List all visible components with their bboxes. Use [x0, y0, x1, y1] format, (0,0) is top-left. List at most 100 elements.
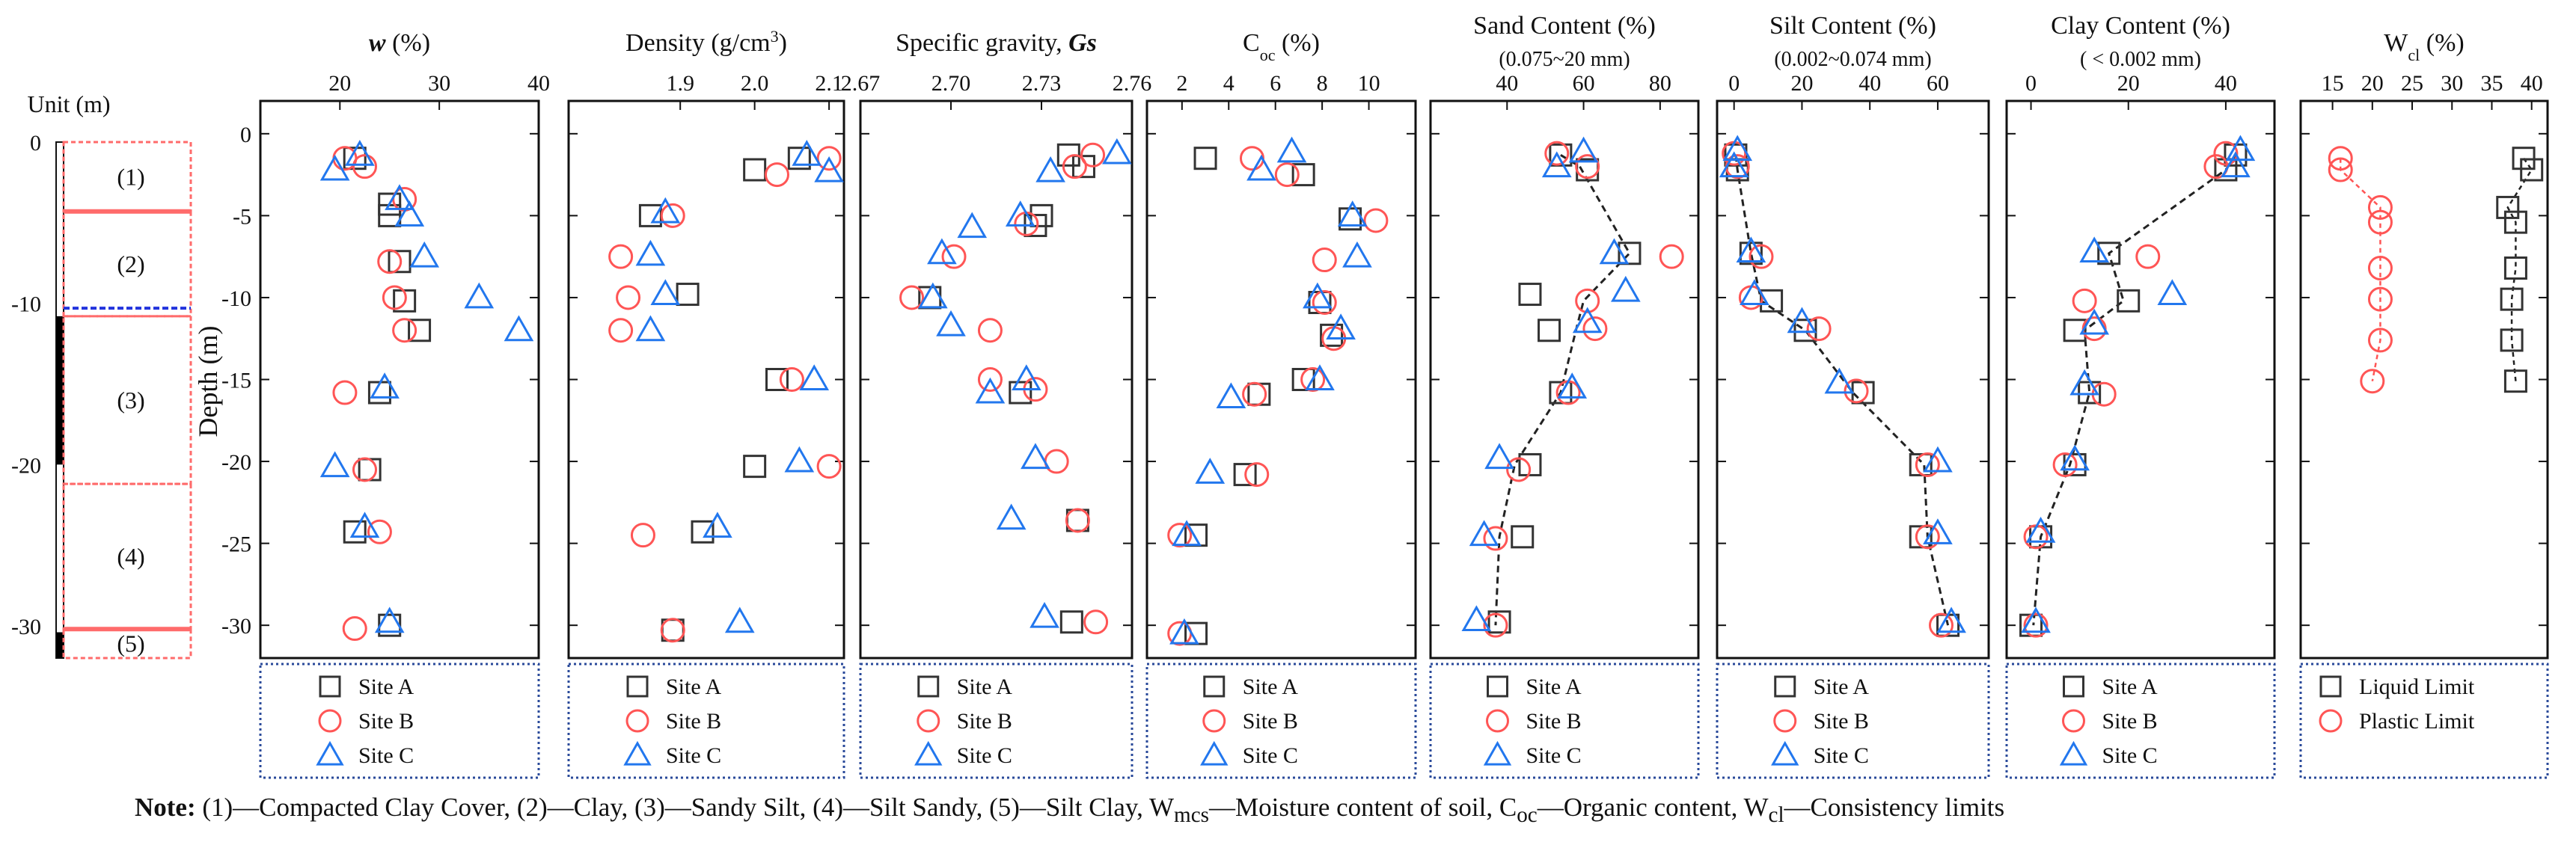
data-point-triangle [1276, 136, 1307, 163]
legend-marker [1771, 740, 1799, 766]
data-point-triangle [1169, 618, 1199, 645]
data-point-triangle [1326, 313, 1356, 340]
data-point-circle [2052, 452, 2078, 477]
data-point-triangle [1557, 372, 1588, 399]
data-point-triangle [1923, 446, 1953, 473]
data-point-circle [2328, 157, 2353, 182]
data-point-triangle [1337, 200, 1368, 227]
data-point-triangle [504, 315, 534, 342]
panel-title: Specific gravity, Gs [896, 29, 1097, 57]
data-point-circle [1506, 457, 1532, 482]
legend-marker [2319, 675, 2342, 698]
x-tick-label: 0 [1728, 71, 1740, 96]
x-tick-label: 80 [1649, 71, 1671, 96]
panel-title-part: ) [779, 29, 787, 57]
data-point-circle [377, 249, 403, 274]
x-tick-label: 30 [428, 71, 450, 96]
data-point-square [2496, 195, 2520, 219]
data-point-square [1793, 319, 1817, 342]
legend-label: Site B [1243, 709, 1298, 734]
data-point-circle [2367, 209, 2393, 235]
x-tick-label: 2.73 [1022, 71, 1062, 96]
legend-label: Site C [358, 743, 414, 768]
x-tick-label: 60 [1927, 71, 1949, 96]
data-point-square [1739, 242, 1763, 265]
data-point-circle [2072, 288, 2097, 313]
unit-title: Unit (m) [27, 90, 110, 117]
data-point-circle [1544, 141, 1570, 166]
data-point-circle [2367, 256, 2393, 280]
panel-title: Sand Content (%) [1473, 12, 1656, 40]
x-tick-label: 40 [2215, 71, 2237, 96]
x-tick-label: 20 [2361, 71, 2384, 96]
x-tick-label: 20 [1790, 71, 1813, 96]
trend-line [2506, 157, 2533, 381]
data-point-square [743, 455, 767, 479]
data-point-square [343, 520, 367, 544]
y-tick-label: -20 [221, 450, 251, 475]
unit-layer-label: (3) [117, 387, 144, 414]
data-point-triangle [1246, 154, 1276, 181]
data-point-triangle [1572, 307, 1603, 334]
data-point-triangle [1484, 443, 1514, 470]
unit-bar-dark-segment [56, 316, 64, 465]
legend-label: Site B [666, 709, 721, 734]
x-tick-label: 15 [2322, 71, 2344, 96]
data-point-square [1059, 610, 1083, 634]
data-point-triangle [349, 511, 380, 538]
data-point-square [1538, 319, 1561, 342]
x-tick-label: 2.76 [1113, 71, 1152, 96]
legend-label: Site C [1814, 743, 1869, 768]
data-point-triangle [1824, 367, 1855, 394]
data-point-triangle [1195, 458, 1226, 484]
data-point-square [1320, 323, 1344, 347]
data-point-triangle [635, 239, 666, 266]
data-point-square [1618, 242, 1642, 265]
panel-frame [2299, 99, 2549, 660]
panel-title-part: Silt Content (%) [1769, 12, 1936, 40]
data-point-triangle [2079, 308, 2109, 335]
x-tick-label: 0 [2025, 71, 2037, 96]
panel-title-part: Sand Content (%) [1473, 12, 1656, 40]
data-point-square [1233, 463, 1257, 487]
data-point-square [691, 520, 715, 544]
x-tick-label: 10 [1358, 71, 1380, 96]
data-point-triangle [2221, 151, 2251, 178]
trend-line [2339, 158, 2381, 381]
x-tick-label: 60 [1573, 71, 1595, 96]
panel-title-part: Clay Content (%) [2051, 12, 2230, 40]
data-point-triangle [374, 606, 405, 633]
data-point-square [1009, 381, 1032, 405]
panel-title-part: (%) [386, 29, 430, 57]
data-point-circle [1167, 523, 1193, 548]
data-point-square [388, 250, 412, 274]
data-point-circle [1806, 316, 1832, 342]
legend-label: Site A [1814, 675, 1870, 699]
legend-label: Site C [2102, 743, 2158, 768]
data-point-circle [1659, 244, 1684, 269]
data-point-circle [660, 203, 685, 228]
unit-tick-label: -10 [11, 292, 41, 317]
panel-title: Clay Content (%) [2051, 12, 2230, 40]
x-tick-label: 2.70 [931, 71, 971, 96]
data-point-triangle [1599, 238, 1630, 265]
data-point-triangle [2157, 279, 2188, 305]
data-point-triangle [2025, 517, 2056, 543]
data-point-triangle [319, 451, 350, 478]
data-point-circle [616, 285, 641, 310]
legend-box [859, 663, 1133, 779]
data-point-square [2097, 242, 2121, 265]
data-point-triangle [2079, 236, 2109, 263]
data-point-square [2500, 287, 2524, 311]
data-point-triangle [1101, 138, 1132, 165]
x-tick-label: 40 [2521, 71, 2543, 96]
legend-marker [914, 740, 943, 766]
legend-marker [626, 675, 649, 698]
data-point-circle [1363, 208, 1389, 233]
data-point-circle [2081, 316, 2107, 342]
x-tick-label: 25 [2401, 71, 2423, 96]
data-point-circle [332, 380, 358, 405]
legend-box [259, 663, 540, 779]
legend-box [1716, 663, 1990, 779]
x-tick-label: 20 [328, 71, 351, 96]
